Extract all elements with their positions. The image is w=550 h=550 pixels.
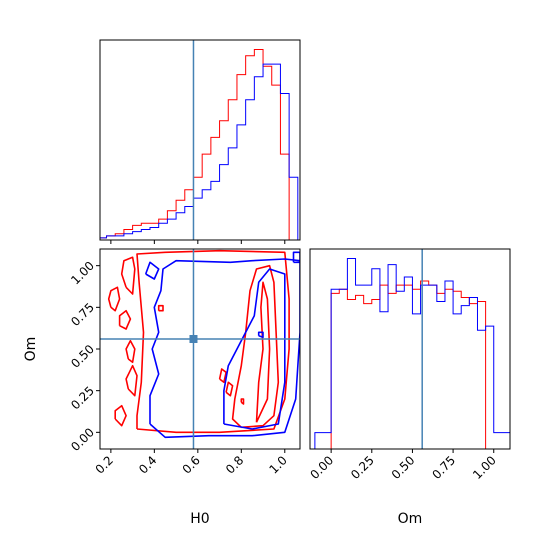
- h0-om-contour-panel: 0.2 0.4 0.6 0.8 1.0 0.00 0.25 0.50 0.75 1.00 H0 Om: [23, 248, 301, 527]
- x-tick-label: 1.00: [470, 453, 499, 482]
- x-tick-label: 0.4: [136, 453, 159, 476]
- x-tick-label: 0.00: [307, 453, 336, 482]
- blue-contour: [144, 261, 160, 280]
- x-tick-label: 0.50: [389, 453, 418, 482]
- h0-histogram-frame: [99, 39, 301, 241]
- y-tick-label: 0.75: [68, 300, 97, 329]
- blue-contour: [257, 331, 264, 339]
- truth-marker: [189, 335, 198, 343]
- red-contour: [240, 398, 245, 405]
- red-contour: [107, 286, 121, 312]
- blue-contour: [223, 268, 286, 430]
- y-tick-label: 0.00: [68, 425, 97, 454]
- x-axis-label-h0: H0: [190, 511, 209, 527]
- x-tick-label: 0.25: [348, 453, 377, 482]
- om-histogram-frame: [309, 248, 511, 450]
- x-tick-label: 0.75: [429, 453, 458, 482]
- contour-series: [107, 249, 300, 439]
- red-contour: [255, 281, 271, 423]
- red-contour: [136, 249, 290, 434]
- x-tick-label: 0.6: [180, 453, 203, 476]
- y-axis-label-om: Om: [23, 337, 39, 362]
- x-tick-label: 0.2: [93, 453, 116, 476]
- red-contour: [157, 304, 164, 312]
- x-tick-label: 0.8: [223, 453, 246, 476]
- red-contour: [225, 381, 234, 397]
- y-tick-label: 1.00: [68, 259, 97, 288]
- om-histogram-series: [314, 258, 510, 449]
- red-contour: [218, 368, 227, 384]
- x-axis-label-om: Om: [398, 511, 423, 527]
- blue-contour: [149, 258, 300, 439]
- red-contour: [120, 256, 136, 295]
- y-tick-label: 0.50: [68, 342, 97, 371]
- red-contour: [125, 364, 138, 397]
- x-tick-label: 1.0: [267, 453, 290, 476]
- om-histogram-panel: 0.00 0.25 0.50 0.75 1.00 Om: [307, 248, 511, 527]
- red-contour: [118, 309, 132, 330]
- red-contour: [231, 264, 280, 429]
- red-contour: [114, 404, 127, 427]
- y-tick-label: 0.25: [68, 384, 97, 413]
- red-contour: [125, 339, 136, 364]
- blue-histogram-step: [314, 258, 510, 449]
- blue-contour: [292, 251, 300, 264]
- h0-histogram-panel: [99, 39, 301, 244]
